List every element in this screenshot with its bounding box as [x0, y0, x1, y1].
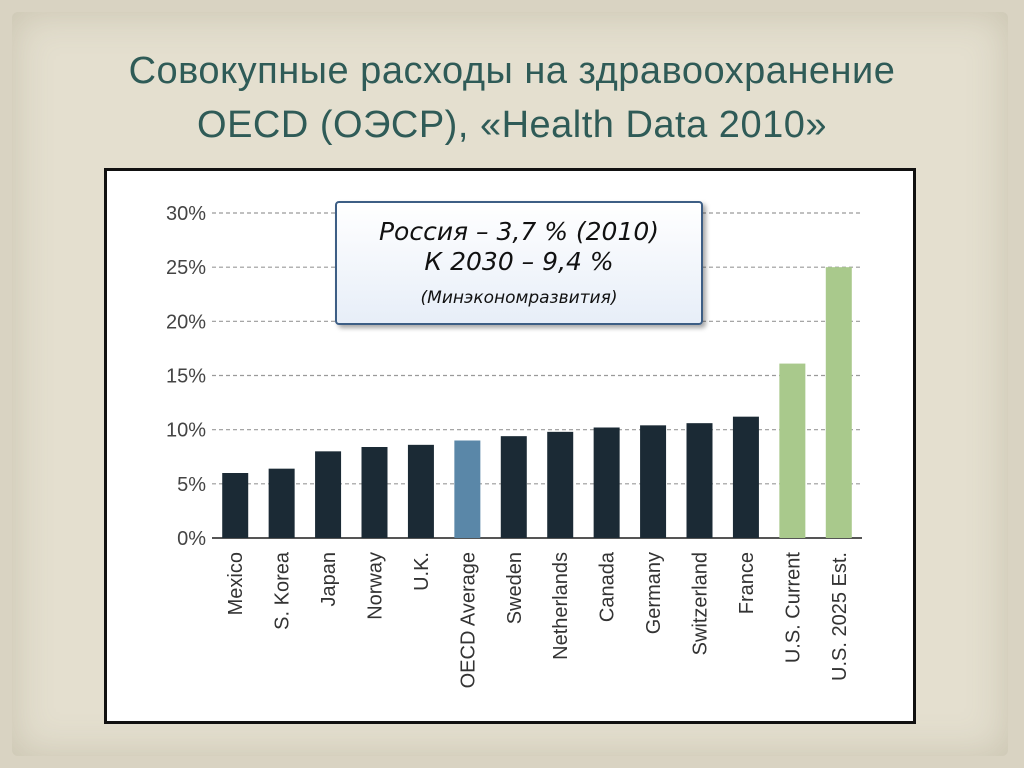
bar — [268, 468, 295, 538]
x-tick-label: Norway — [365, 552, 387, 620]
y-tick-label: 20% — [166, 311, 206, 333]
y-tick-label: 30% — [166, 203, 206, 225]
bar — [732, 416, 759, 538]
callout-line-3: (Минэкономразвития) — [420, 288, 618, 308]
bar — [686, 423, 713, 538]
x-tick-label: U.S. Current — [782, 552, 804, 664]
title-line-1: Совокупные расходы на здравоохранение — [128, 50, 896, 92]
bar — [825, 267, 852, 538]
bar — [779, 363, 806, 538]
x-tick-label: France — [736, 552, 758, 614]
bar — [640, 425, 667, 538]
bar — [315, 451, 342, 538]
y-tick-label: 25% — [166, 257, 206, 279]
x-tick-label: Japan — [318, 552, 340, 607]
title-line-2: OECD (ОЭСР), «Health Data 2010» — [197, 104, 827, 146]
bar — [547, 431, 574, 538]
bar — [500, 436, 527, 538]
x-tick-label: Switzerland — [690, 552, 712, 655]
callout-line-1: Россия – 3,7 % (2010) — [378, 217, 660, 246]
bar — [222, 473, 249, 538]
x-tick-label: OECD Average — [457, 552, 479, 688]
bar — [361, 447, 388, 538]
x-tick-label: Netherlands — [550, 552, 572, 660]
bar — [593, 427, 620, 538]
x-tick-label: U.K. — [411, 552, 433, 591]
x-tick-label: U.S. 2025 Est. — [829, 552, 851, 681]
y-tick-label: 10% — [166, 420, 206, 442]
x-tick-label: Mexico — [225, 552, 247, 615]
callout-line-2: К 2030 – 9,4 % — [424, 247, 614, 276]
x-tick-label: S. Korea — [272, 551, 294, 630]
russia-callout: Россия – 3,7 % (2010) К 2030 – 9,4 % (Ми… — [335, 201, 703, 325]
bar — [454, 440, 481, 538]
x-tick-label: Germany — [643, 552, 665, 634]
y-tick-label: 5% — [177, 474, 206, 496]
x-tick-label: Sweden — [504, 552, 526, 624]
y-tick-label: 15% — [166, 366, 206, 388]
slide-title: Совокупные расходы на здравоохранение OE… — [0, 44, 1024, 152]
x-tick-label: Canada — [597, 551, 619, 622]
bar — [407, 444, 434, 538]
y-tick-label: 0% — [177, 528, 206, 550]
